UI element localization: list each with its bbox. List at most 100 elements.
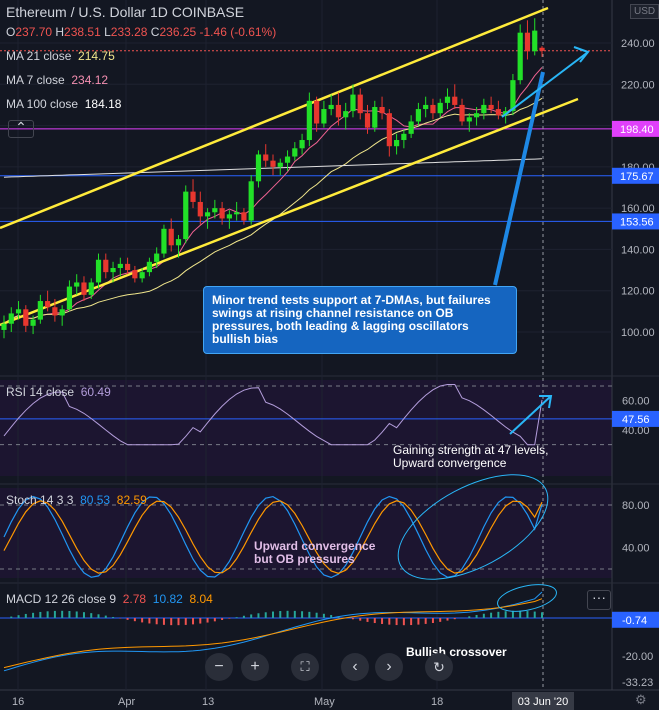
- time-tick-label: May: [314, 696, 335, 708]
- scroll-right-button[interactable]: ›: [375, 653, 403, 681]
- trend-arrow-rsi-head: [539, 395, 553, 409]
- rsi-marker-badge: [612, 410, 659, 427]
- price-tick-label: 120.00: [621, 286, 655, 298]
- fullscreen-icon[interactable]: ⛶: [291, 653, 319, 681]
- candle-body: [37, 301, 43, 320]
- candle-body: [292, 148, 298, 157]
- candle-body: [306, 100, 312, 141]
- stoch-pane: [0, 495, 612, 579]
- candle-body: [197, 201, 203, 217]
- candle-body: [132, 270, 138, 279]
- candle-body: [110, 268, 116, 273]
- candle-body: [437, 102, 443, 114]
- candle-body: [364, 113, 371, 128]
- annotation-callout[interactable]: [203, 286, 517, 354]
- annotation-stoch-text: Upward convergence but OB pressures: [254, 539, 376, 566]
- stoch-tick-label: 80.00: [622, 500, 650, 512]
- zoom-out-button[interactable]: −: [205, 653, 233, 681]
- ohlc-low: 233.28: [110, 25, 148, 39]
- price-marker-badge: [612, 167, 659, 184]
- rsi-label: RSI 14 close: [6, 385, 75, 399]
- candle-body: [248, 181, 254, 221]
- macd-line-value: 10.82: [152, 592, 183, 606]
- ma21-label: MA 21 close: [6, 49, 72, 63]
- candle-body: [204, 212, 211, 217]
- ma100-legend[interactable]: MA 100 close 184.18: [6, 97, 121, 111]
- candle-body: [510, 80, 516, 112]
- candle-body: [488, 104, 494, 110]
- stoch-d-line: [3, 500, 543, 574]
- price-tick-label: 100.00: [621, 327, 655, 339]
- candle-body: [59, 309, 65, 316]
- candle-body: [154, 253, 160, 262]
- callout-pointer: [493, 71, 545, 286]
- rising-channel: [0, 6, 579, 327]
- ma100-label: MA 100 close: [6, 97, 79, 111]
- ma21-value: 214.75: [78, 49, 115, 63]
- candle-body: [30, 319, 36, 326]
- candle-body: [161, 228, 167, 254]
- zoom-in-button[interactable]: +: [241, 653, 269, 681]
- candle-body: [524, 32, 531, 52]
- stoch-k-line: [3, 495, 543, 579]
- stoch-legend[interactable]: Stoch 14 3 3 80.53 82.59: [6, 493, 147, 507]
- candle-body: [481, 104, 487, 114]
- rsi-tick-label: 40.00: [622, 425, 650, 437]
- scroll-left-button[interactable]: ‹: [341, 653, 369, 681]
- candle-body: [277, 162, 283, 167]
- candle-body: [532, 30, 538, 52]
- ohlc-open: 237.70: [15, 25, 53, 39]
- candle-body: [66, 286, 73, 310]
- macd-label: MACD 12 26 close 9: [6, 592, 117, 606]
- macd-legend[interactable]: MACD 12 26 close 9 2.78 10.82 8.04: [6, 592, 213, 606]
- macd-ellipse: [497, 584, 557, 612]
- candle-body: [255, 154, 262, 182]
- time-tick-label: 13: [202, 696, 214, 708]
- stoch-label: Stoch 14 3 3: [6, 493, 74, 507]
- ma7-legend[interactable]: MA 7 close 234.12: [6, 73, 108, 87]
- candle-body: [350, 94, 356, 112]
- candle-body: [212, 208, 218, 213]
- time-current-label: 03 Jun '20: [518, 696, 568, 708]
- candle-body: [241, 212, 247, 221]
- candle-body: [321, 109, 327, 124]
- trend-arrow-main: [501, 51, 589, 118]
- reset-chart-button[interactable]: ↻: [425, 653, 453, 681]
- time-tick-label: Apr: [118, 696, 135, 708]
- ma21-legend[interactable]: MA 21 close 214.75: [6, 49, 115, 63]
- candle-body: [226, 214, 232, 219]
- candle-body: [335, 104, 342, 118]
- candle-body: [88, 282, 94, 295]
- rsi-pane: [0, 384, 612, 446]
- macd-pane: [0, 591, 612, 672]
- stoch-d-value: 82.59: [116, 493, 147, 507]
- price-marker-label: 175.67: [620, 171, 654, 183]
- chart-title: Ethereum / U.S. Dollar 1D COINBASE: [6, 4, 245, 20]
- candle-body: [452, 96, 458, 105]
- candle-body: [117, 263, 123, 269]
- candle-body: [23, 309, 29, 326]
- candle-body: [372, 106, 378, 128]
- channel-lower-line: [0, 97, 579, 327]
- ma7-value: 234.12: [71, 73, 109, 87]
- price-tick-label: 240.00: [621, 38, 655, 50]
- collapse-legend-button[interactable]: ⌃: [8, 120, 34, 138]
- currency-badge[interactable]: USD: [630, 4, 659, 19]
- candle-body: [357, 94, 363, 114]
- annotation-rsi-text: Gaining strength at 47 levels, Upward co…: [393, 443, 549, 470]
- stoch-k-value: 80.53: [80, 493, 111, 507]
- candle-body: [459, 104, 465, 122]
- settings-gear-icon[interactable]: ⚙: [635, 692, 647, 707]
- macd-more-button[interactable]: ···: [587, 590, 611, 610]
- candle-body: [473, 113, 480, 118]
- candle-body: [15, 309, 22, 314]
- price-tick-label: 140.00: [621, 244, 655, 256]
- candle-body: [95, 259, 102, 283]
- rsi-marker-label: 47.56: [622, 414, 650, 426]
- candle-body: [234, 212, 240, 215]
- candle-body: [539, 47, 545, 51]
- candle-body: [430, 104, 436, 114]
- rsi-legend[interactable]: RSI 14 close 60.49: [6, 385, 111, 399]
- macd-bottom-label: -33.23: [622, 677, 653, 689]
